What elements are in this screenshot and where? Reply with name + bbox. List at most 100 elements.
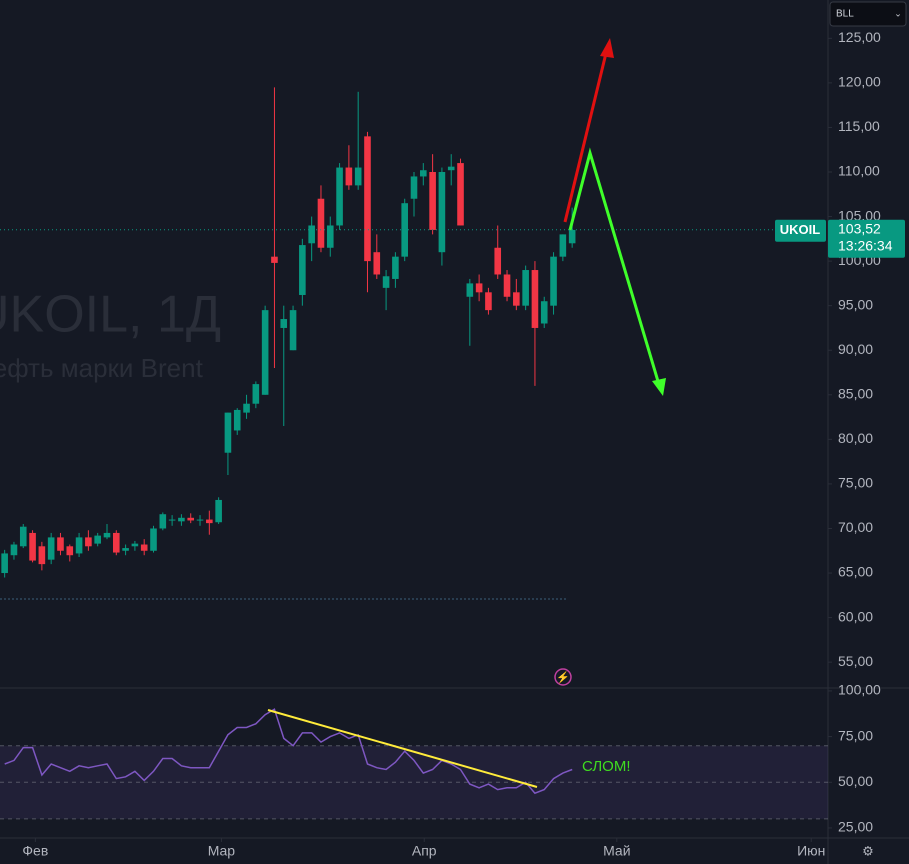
x-tick-label: Июн [797,843,825,859]
symbol-label: UKOIL [780,222,821,237]
candle-body [345,167,353,186]
currency[interactable]: BLL [836,9,854,20]
candle-body [206,519,213,524]
y-tick-label: 25,00 [838,819,873,835]
candle-body [168,519,176,521]
candle-body [196,519,204,521]
candle-body [261,310,269,395]
y-tick-label: 80,00 [838,430,873,446]
rsi-trendline [267,709,538,788]
rsi-band [0,745,828,819]
event-icon-glyph[interactable]: ⚡ [556,671,570,684]
y-tick-label: 115,00 [838,118,880,134]
candle-body [94,535,101,544]
candle-body [178,517,185,522]
forecast-arrows [563,38,666,396]
candle-body [559,234,567,257]
candle-body [540,301,548,324]
candle-body [420,170,427,177]
countdown: 13:26:34 [838,237,893,253]
candle-body [373,252,381,275]
y-tick-label: 70,00 [838,519,873,535]
candle-body [550,256,557,306]
candle-body [103,532,111,538]
candle-body [38,546,46,565]
candle-body [429,172,436,230]
candle-body [485,292,492,311]
annotation: СЛОМ! [582,758,631,775]
candle-body [271,256,278,263]
candle-body [447,166,455,171]
candle-body [1,553,8,574]
candle-body [568,229,576,244]
candle-body [457,163,464,226]
y-tick-label: 50,00 [838,773,873,789]
y-tick-label: 75,00 [838,475,873,491]
symbol-tag [775,219,826,242]
y-tick-label: 55,00 [838,653,873,669]
candle-body [150,528,157,551]
candle-body [57,537,64,551]
candle-body [252,384,260,404]
y-tick-label: 110,00 [838,163,880,179]
dropdown-caret[interactable]: ⌄ [894,8,902,18]
candle-body [289,310,297,351]
y-tick-label: 85,00 [838,386,873,402]
y-tick-label: 75,00 [838,727,873,743]
candle-body [10,544,18,556]
candle-body [233,409,241,431]
price-tag [828,219,905,258]
candle-body [122,548,129,551]
candle-body [140,544,148,551]
candle-body [392,256,399,279]
candle-body [475,283,483,293]
candle-body [308,225,315,244]
candle-body [382,276,390,288]
currency-box[interactable] [829,1,907,27]
watermark-title: UKOIL, 1Д [0,286,221,344]
candle-body [243,403,250,413]
settings-icon[interactable]: ⚙ [862,843,874,858]
candle-body [299,245,306,295]
event-icon[interactable] [554,668,572,686]
y-tick-label: 105,00 [838,207,881,223]
x-tick-label: Апр [412,843,437,859]
candle-body [410,176,418,199]
y-tick-label: 125,00 [838,29,881,45]
candle-body [159,514,167,529]
candle-body [280,319,288,328]
candle-body [326,225,334,248]
candle-body [224,412,232,453]
y-tick-label: 90,00 [838,341,873,357]
candle-body [75,537,83,554]
x-tick-label: Фев [22,843,48,859]
candle-body [522,270,529,306]
candle-body [503,274,511,297]
candle-body [66,546,74,556]
candle-body [317,198,325,248]
x-tick-label: Мар [208,843,236,859]
candle-body [513,292,520,306]
y-tick-label: 95,00 [838,296,873,312]
price-tag-label: 103,52 [838,220,881,236]
y-tick-label: 100,00 [838,682,881,698]
candle-body [112,532,120,553]
watermark-subtitle: Нефть марки Brent [0,353,204,383]
candle-body [131,543,139,547]
candle-body [215,499,222,523]
candle-body [466,283,474,297]
candle-body [494,247,502,275]
candle-body [336,167,343,226]
y-tick-label: 65,00 [838,564,873,580]
candle-body [85,537,92,547]
candle-body [354,167,362,186]
candle-body [29,532,36,561]
y-tick-label: 120,00 [838,74,881,90]
candle-body [187,517,195,521]
candle-body [47,537,55,560]
x-tick-label: Май [603,843,630,859]
candle-body [19,526,27,547]
candle-body [364,136,371,262]
